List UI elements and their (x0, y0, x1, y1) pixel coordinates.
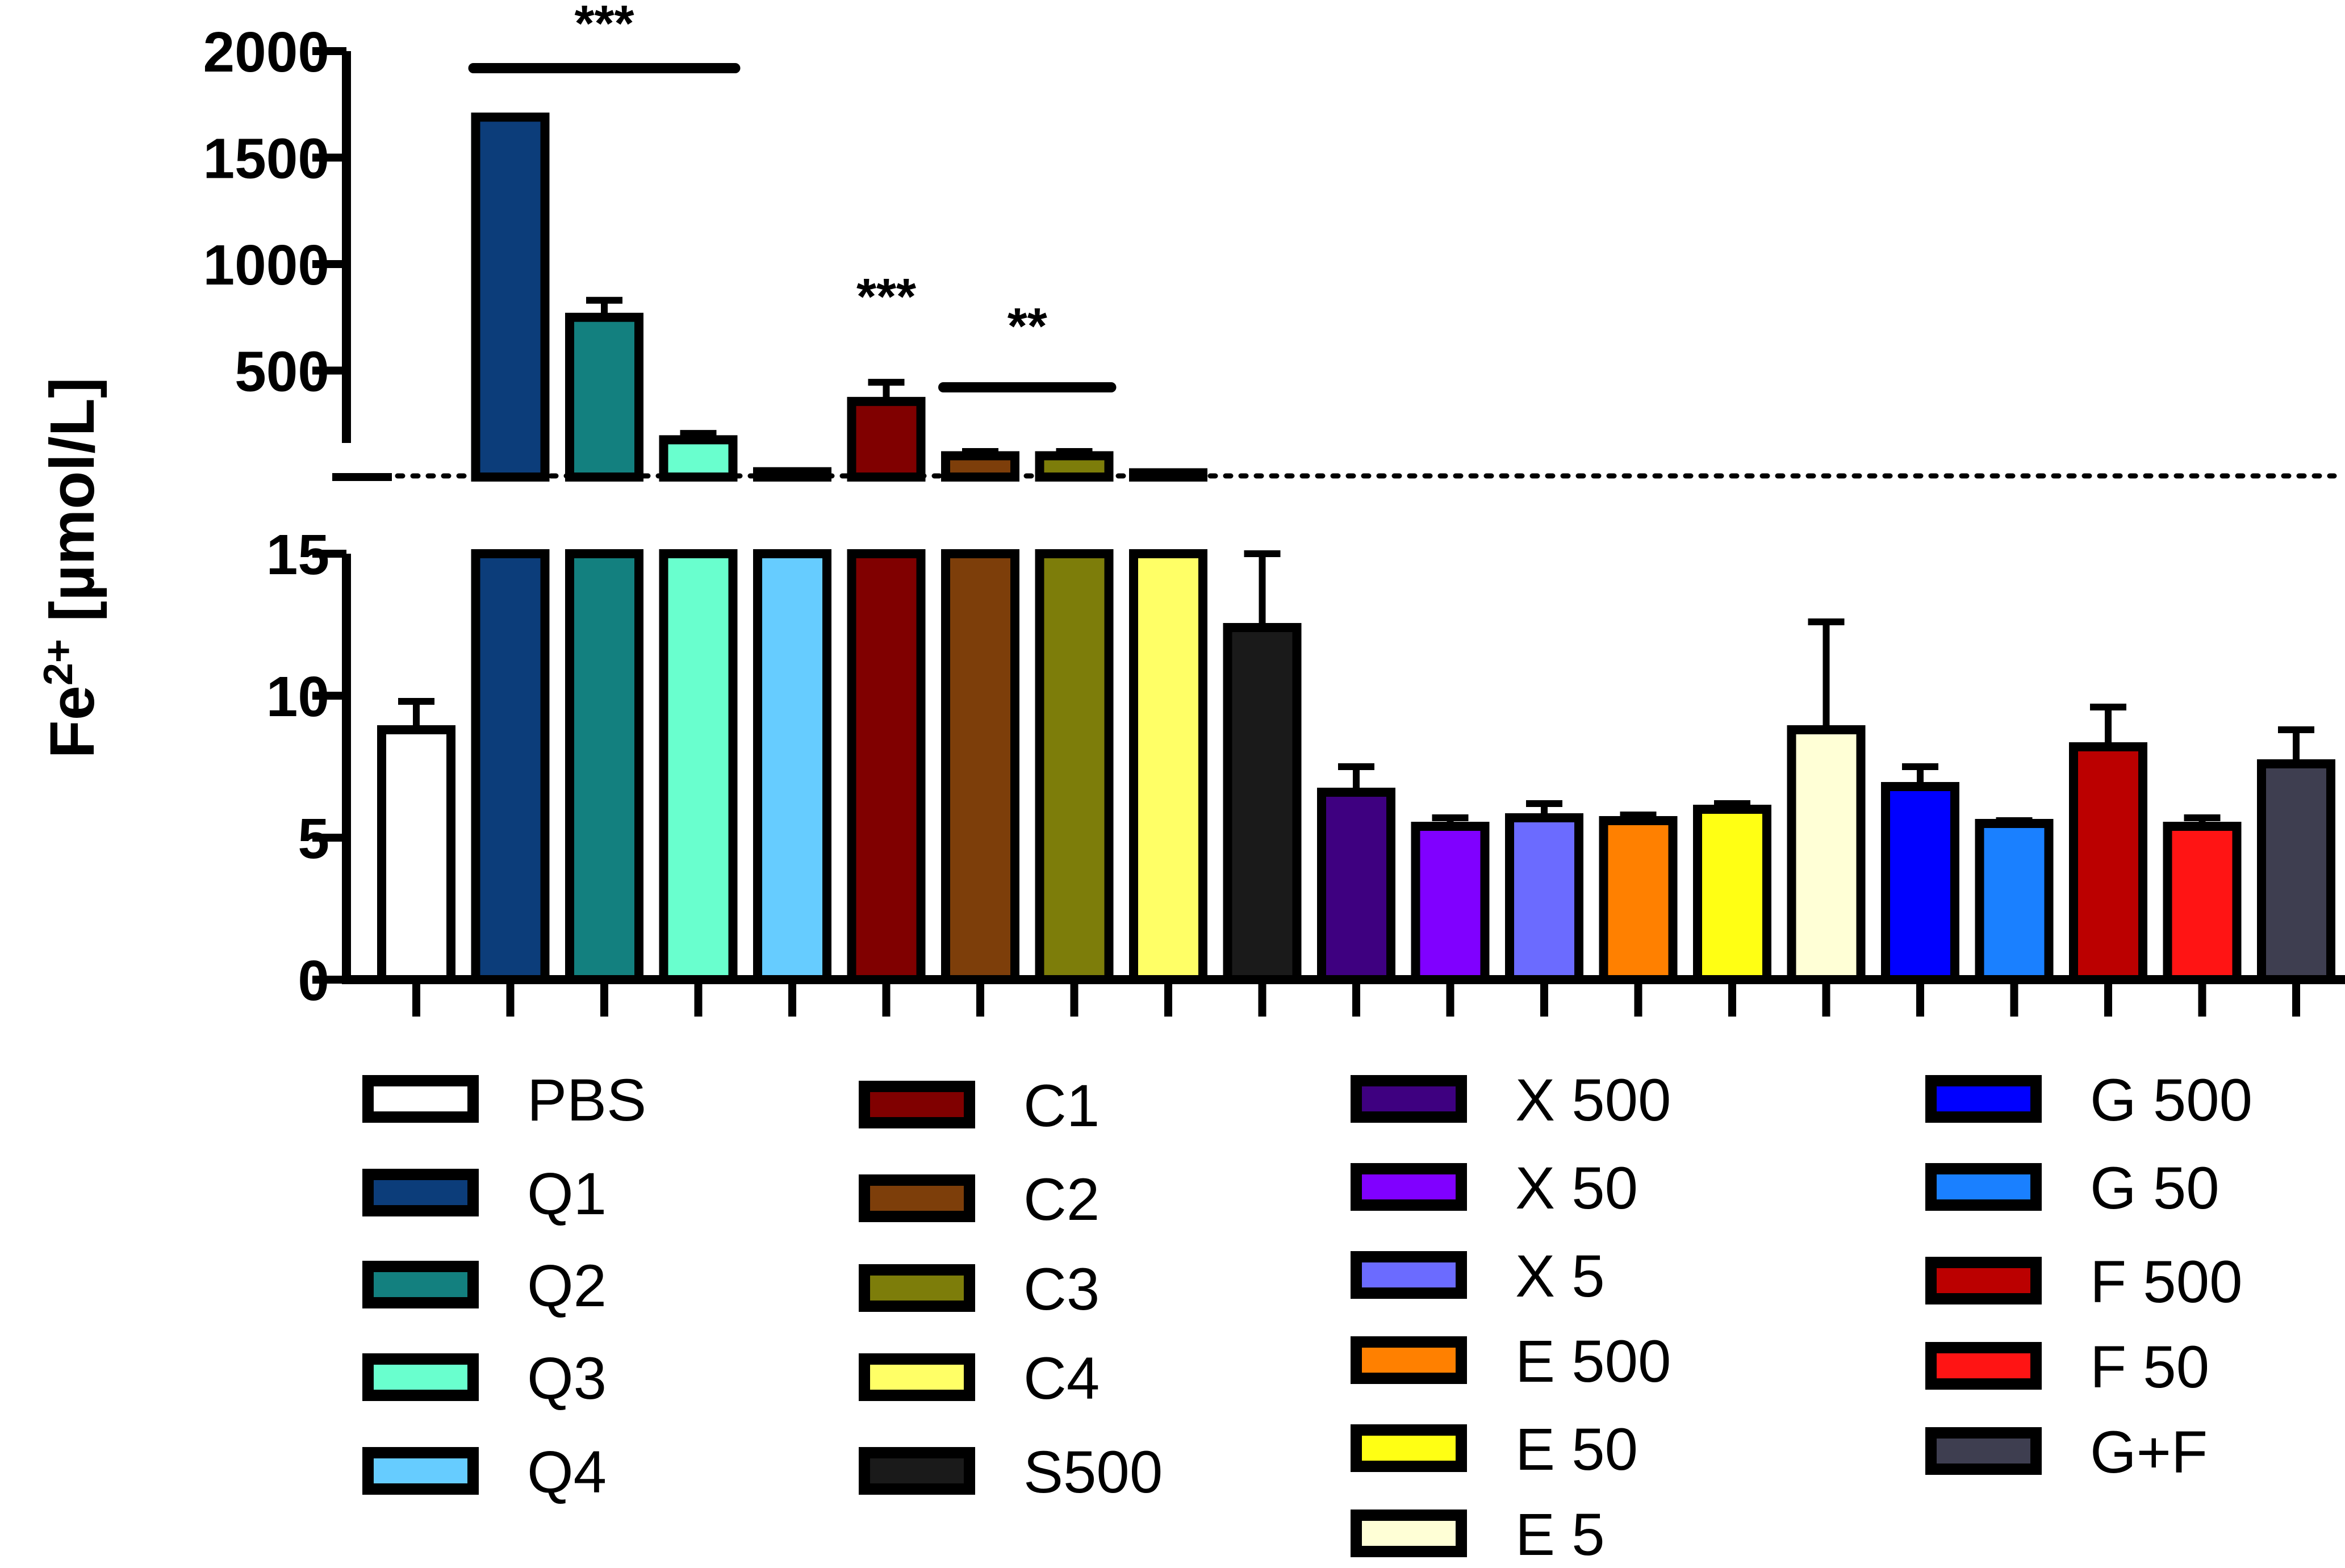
legend-swatch-X 500 (1351, 1075, 1467, 1123)
significance-label: ** (1008, 298, 1047, 355)
legend-swatch-G 500 (1925, 1075, 2042, 1123)
legend-swatch-G 50 (1925, 1163, 2042, 1211)
chart-legend: PBS Q1 Q2 Q3 Q4 C1 C2 C3 C4 S500 X 500 X 50 X 5 E 500… (362, 1067, 2252, 1568)
y-tick-label-lower: 10 (266, 665, 329, 729)
y-tick-label-upper: 2000 (203, 20, 329, 84)
y-tick-label-lower: 0 (298, 949, 329, 1013)
legend-label-X 50: X 50 (1515, 1155, 1638, 1222)
bar-PBS (377, 725, 455, 984)
y-tick-label-lower: 5 (298, 807, 329, 871)
legend-label-Q2: Q2 (527, 1253, 607, 1319)
legend-label-G+F: G+F (2090, 1419, 2208, 1486)
bar-C2-lower (941, 549, 1019, 984)
bar-C1-upper (847, 396, 926, 482)
legend-label-Q1: Q1 (527, 1161, 607, 1227)
bar-X 500 (1317, 788, 1395, 984)
legend-label-Q4: Q4 (527, 1439, 607, 1506)
legend-swatch-X 50 (1351, 1163, 1467, 1211)
bar-C1-lower (847, 549, 926, 984)
bar-C4-lower (1129, 549, 1207, 984)
chart-bars (377, 112, 2335, 984)
bar-Q2-upper (565, 312, 643, 482)
significance-label: *** (574, 0, 634, 52)
legend-label-C2: C2 (1023, 1166, 1100, 1233)
bar-C3-lower (1035, 549, 1114, 984)
bar-C3-upper (1035, 451, 1114, 482)
bar-C2-upper (941, 451, 1019, 482)
legend-label-Q3: Q3 (527, 1345, 607, 1412)
significance-label: *** (856, 269, 916, 325)
bar-F 50 (2163, 822, 2242, 984)
legend-swatch-E 5 (1351, 1510, 1467, 1557)
legend-swatch-F 50 (1925, 1342, 2042, 1390)
bar-C4-upper (1129, 468, 1207, 482)
bar-X 5 (1505, 813, 1583, 984)
y-axis-title: Fe2+ [µmol/L] (36, 378, 107, 759)
bar-Q1-lower (471, 549, 550, 984)
y-axis-title-base: Fe (37, 685, 107, 758)
bar-Q2-lower (565, 549, 643, 984)
bar-X 50 (1411, 822, 1490, 984)
legend-label-G 50: G 50 (2090, 1155, 2219, 1222)
legend-swatch-C2 (859, 1174, 975, 1222)
bar-E 5 (1787, 725, 1866, 984)
legend-label-C3: C3 (1023, 1256, 1100, 1323)
legend-label-X 500: X 500 (1515, 1067, 1671, 1134)
bar-E 50 (1693, 805, 1771, 984)
bar-F 500 (2069, 742, 2147, 984)
legend-label-C4: C4 (1023, 1345, 1100, 1412)
legend-label-E 5: E 5 (1515, 1502, 1605, 1568)
legend-label-F 50: F 50 (2090, 1334, 2209, 1400)
legend-swatch-G+F (1925, 1427, 2042, 1475)
bar-Q4-upper (753, 467, 831, 482)
legend-label-G 500: G 500 (2090, 1067, 2252, 1134)
bar-G 500 (1881, 782, 1959, 984)
legend-swatch-C3 (859, 1264, 975, 1312)
bar-E 500 (1599, 816, 1678, 984)
legend-label-E 500: E 500 (1515, 1328, 1671, 1395)
legend-label-F 500: F 500 (2090, 1249, 2243, 1315)
legend-swatch-Q1 (362, 1169, 479, 1216)
legend-swatch-Q3 (362, 1353, 479, 1401)
legend-swatch-PBS (362, 1075, 479, 1123)
legend-swatch-S500 (859, 1447, 975, 1495)
legend-label-E 50: E 50 (1515, 1416, 1638, 1483)
bar-S500 (1223, 623, 1302, 984)
y-tick-label-upper: 1500 (203, 127, 329, 191)
bar-Q3-upper (659, 435, 738, 482)
legend-swatch-C4 (859, 1353, 975, 1401)
legend-label-X 5: X 5 (1515, 1243, 1605, 1310)
legend-swatch-C1 (859, 1081, 975, 1128)
legend-label-PBS: PBS (527, 1067, 646, 1134)
legend-swatch-E 50 (1351, 1424, 1467, 1472)
y-tick-label-upper: 500 (235, 340, 329, 404)
legend-swatch-Q2 (362, 1261, 479, 1308)
legend-swatch-X 5 (1351, 1251, 1467, 1299)
y-tick-label-upper: 1000 (203, 233, 329, 297)
bar-Q4-lower (753, 549, 831, 984)
y-axis-title-sup: 2+ (36, 639, 81, 685)
legend-label-C1: C1 (1023, 1073, 1100, 1139)
y-axis-title-unit: [µmol/L] (37, 378, 107, 639)
legend-label-S500: S500 (1023, 1439, 1163, 1506)
bar-G 50 (1975, 819, 2054, 984)
bar-G+F (2257, 759, 2335, 984)
bar-Q3-lower (659, 549, 738, 984)
legend-swatch-F 500 (1925, 1257, 2042, 1304)
legend-swatch-E 500 (1351, 1336, 1467, 1384)
significance-annotations: ******** (468, 0, 1117, 392)
legend-swatch-Q4 (362, 1447, 479, 1495)
y-tick-label-lower: 15 (266, 523, 329, 587)
bar-Q1-upper (471, 112, 550, 482)
